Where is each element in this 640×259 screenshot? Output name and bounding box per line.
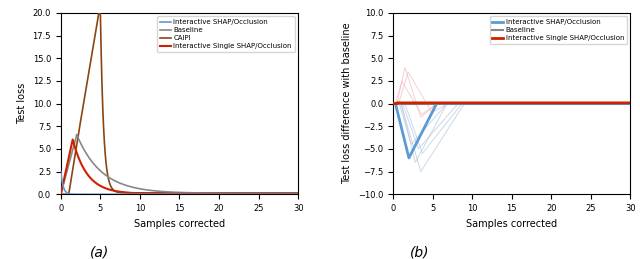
X-axis label: Samples corrected: Samples corrected	[134, 219, 225, 228]
X-axis label: Samples corrected: Samples corrected	[466, 219, 557, 228]
Text: (b): (b)	[410, 246, 429, 259]
Y-axis label: Test loss difference with baseline: Test loss difference with baseline	[342, 23, 353, 184]
Y-axis label: Test loss: Test loss	[17, 83, 27, 124]
Legend: Interactive SHAP/Occlusion, Baseline, Interactive Single SHAP/Occlusion: Interactive SHAP/Occlusion, Baseline, In…	[490, 16, 627, 44]
Text: (a): (a)	[90, 246, 109, 259]
Legend: Interactive SHAP/Occlusion, Baseline, CAIPI, Interactive Single SHAP/Occlusion: Interactive SHAP/Occlusion, Baseline, CA…	[157, 16, 294, 52]
